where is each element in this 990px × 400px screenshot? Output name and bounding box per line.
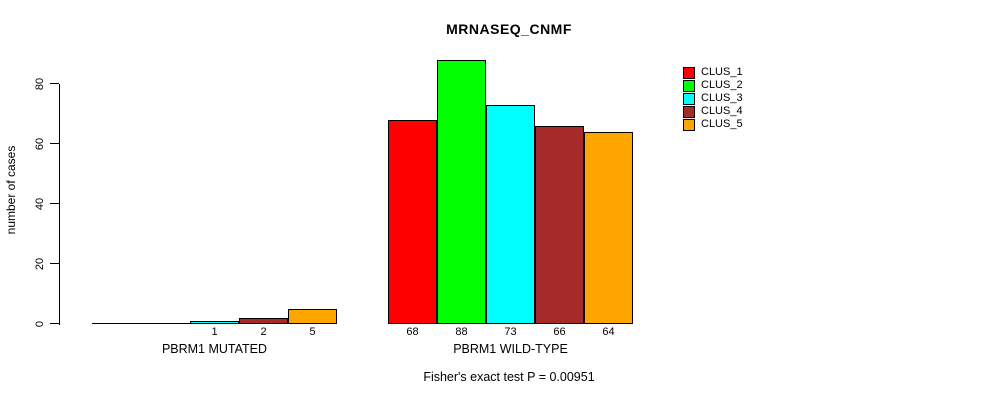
- fisher-test-annotation: Fisher's exact test P = 0.00951: [423, 370, 595, 384]
- legend-label: CLUS_5: [701, 118, 743, 130]
- bar-value-label: 66: [553, 326, 566, 338]
- bar: [239, 318, 288, 324]
- bar-value-label: 5: [309, 326, 316, 338]
- bar-value-label: 64: [602, 326, 615, 338]
- legend-label: CLUS_2: [701, 79, 743, 91]
- legend: CLUS_1 CLUS_2 CLUS_3 CLUS_4 CLUS_5: [683, 66, 743, 131]
- legend-label: CLUS_3: [701, 92, 743, 104]
- bar-value-label: 68: [406, 326, 419, 338]
- y-axis: [59, 84, 60, 325]
- bar-value-label: 88: [455, 326, 468, 338]
- bar: [141, 323, 190, 324]
- y-tick-label: 60: [34, 137, 46, 151]
- legend-label: CLUS_1: [701, 66, 743, 78]
- legend-swatch-icon: [683, 66, 695, 79]
- bar: [92, 323, 141, 324]
- x-group-label: PBRM1 MUTATED: [161, 342, 268, 356]
- y-tick: [50, 263, 59, 264]
- bar-value-label: 73: [504, 326, 517, 338]
- y-tick: [50, 323, 59, 324]
- legend-item: CLUS_5: [683, 118, 743, 131]
- legend-swatch-icon: [683, 105, 695, 118]
- y-tick: [50, 203, 59, 204]
- bar: [486, 105, 535, 324]
- y-tick-label: 40: [34, 197, 46, 211]
- bar: [535, 126, 584, 324]
- legend-swatch-icon: [683, 92, 695, 105]
- x-group-label: PBRM1 WILD-TYPE: [453, 342, 568, 356]
- y-tick-label: 80: [34, 77, 46, 91]
- bar-value-label: 1: [211, 326, 218, 338]
- y-tick-label: 20: [34, 257, 46, 271]
- legend-item: CLUS_4: [683, 105, 743, 118]
- bar: [190, 321, 239, 324]
- bar: [584, 132, 633, 324]
- bar: [288, 309, 337, 324]
- y-tick-label: 0: [34, 320, 46, 328]
- legend-swatch-icon: [683, 118, 695, 131]
- bar: [388, 120, 437, 324]
- chart-title: MRNASEQ_CNMF: [446, 21, 572, 37]
- y-tick: [50, 83, 59, 84]
- bar: [437, 60, 486, 324]
- legend-item: CLUS_2: [683, 79, 743, 92]
- y-axis-title: number of cases: [4, 145, 18, 235]
- legend-item: CLUS_3: [683, 92, 743, 105]
- legend-swatch-icon: [683, 79, 695, 92]
- y-tick: [50, 143, 59, 144]
- legend-item: CLUS_1: [683, 66, 743, 79]
- bar-value-label: 2: [260, 326, 267, 338]
- legend-label: CLUS_4: [701, 105, 743, 117]
